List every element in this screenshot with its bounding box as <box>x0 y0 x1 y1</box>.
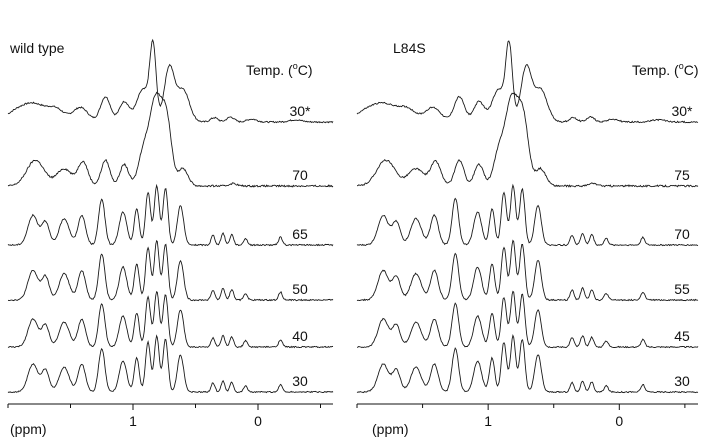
panel-title: L84S <box>393 40 426 56</box>
spectrum-line-30star <box>7 38 334 124</box>
spectrum-line-30star <box>356 40 699 124</box>
spectrum-line-70 <box>7 91 334 188</box>
x-axis-label: (ppm) <box>10 421 47 437</box>
l84s-panel: L84S Temp. (oC) 1 0 (ppm) 30* 75 70 55 45 30 <box>356 40 699 437</box>
temperature-label: 70 <box>674 226 690 242</box>
x-tick-label: 0 <box>615 413 623 429</box>
temperature-label: 30* <box>671 103 693 119</box>
x-tick-label: 1 <box>129 413 137 429</box>
spectrum-line-40 <box>7 290 334 349</box>
panel-title: wild type <box>9 40 65 56</box>
temperature-label: 40 <box>292 328 308 344</box>
temperature-header: Temp. (oC) <box>246 61 312 78</box>
x-axis-label: (ppm) <box>372 421 409 437</box>
temperature-label: 45 <box>674 328 690 344</box>
wild-type-panel: wild type Temp. (oC) 1 0 (ppm) 30* 70 65 50 40 3… <box>7 38 334 437</box>
x-tick-label: 1 <box>484 413 492 429</box>
temperature-label: 30* <box>289 103 311 119</box>
temperature-label: 55 <box>674 281 690 297</box>
temperature-label: 75 <box>674 167 690 183</box>
spectrum-line-65 <box>7 183 334 247</box>
spectrum-line-75 <box>357 92 699 188</box>
temperature-label: 65 <box>292 226 308 242</box>
spectrum-line-70 <box>356 183 699 247</box>
temperature-label: 50 <box>292 281 308 297</box>
spectrum-line-30 <box>7 334 334 394</box>
temperature-label: 70 <box>292 167 308 183</box>
spectrum-line-45 <box>356 290 699 349</box>
temperature-header: Temp. (oC) <box>632 61 698 78</box>
spectrum-line-50 <box>7 239 334 302</box>
spectrum-line-30 <box>356 334 699 394</box>
spectrum-line-55 <box>356 239 699 302</box>
x-tick-label: 0 <box>254 413 262 429</box>
temperature-label: 30 <box>292 373 308 389</box>
temperature-label: 30 <box>674 373 690 389</box>
